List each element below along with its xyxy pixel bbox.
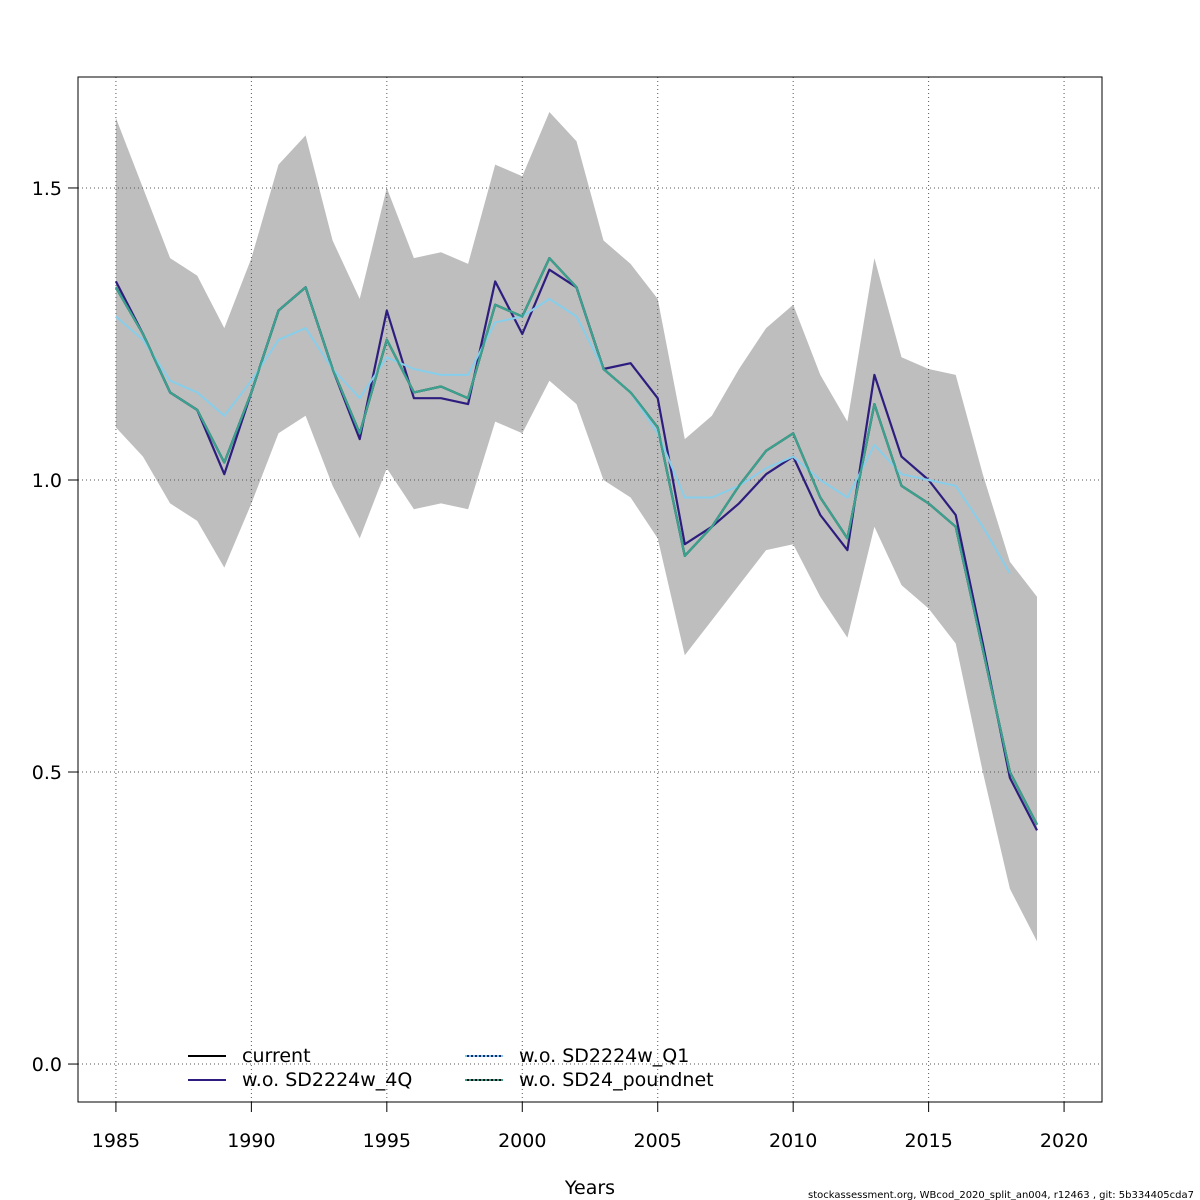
x-tick-label: 2000	[498, 1130, 546, 1152]
series-layer	[114, 257, 1038, 831]
x-tick-label: 1990	[227, 1130, 275, 1152]
y-tick-label: 1.5	[32, 178, 62, 200]
grid-layer	[78, 77, 1102, 1102]
y-tick-label: 1.0	[32, 470, 62, 492]
x-tick-label: 1985	[92, 1130, 140, 1152]
confidence-band	[115, 112, 1037, 942]
y-axis: 0.0 0.5 1.0 1.5	[32, 178, 78, 1076]
legend-label: w.o. SD24_poundnet	[519, 1069, 714, 1091]
legend-label: w.o. SD2224w_Q1	[519, 1045, 689, 1067]
legend-label: current	[242, 1045, 311, 1067]
x-axis: 1985 1990 1995 2000 2005 2010 2015 2020	[92, 1101, 1088, 1152]
x-tick-label: 1995	[363, 1130, 411, 1152]
x-axis-title: Years	[564, 1177, 615, 1199]
x-tick-label: 2005	[634, 1130, 682, 1152]
footer-note: stockassessment.org, WBcod_2020_split_an…	[808, 1190, 1194, 1200]
x-tick-label: 2020	[1040, 1130, 1088, 1152]
y-tick-label: 0.5	[32, 762, 62, 784]
y-tick-label: 0.0	[32, 1054, 62, 1076]
confidence-band-layer	[115, 112, 1037, 942]
series-line-3	[114, 257, 1038, 826]
x-tick-label: 2015	[904, 1130, 952, 1152]
legend-label: w.o. SD2224w_4Q	[242, 1069, 412, 1091]
x-tick-label: 2010	[769, 1130, 817, 1152]
